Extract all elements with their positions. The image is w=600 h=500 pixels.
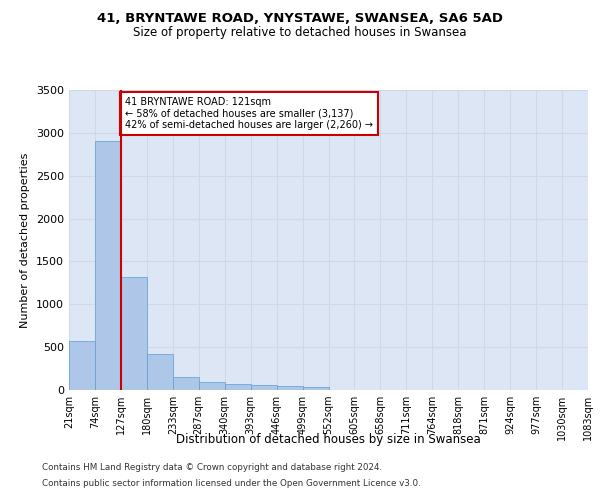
Bar xyxy=(95,140,121,390)
Bar xyxy=(69,341,95,390)
Text: Contains public sector information licensed under the Open Government Licence v3: Contains public sector information licen… xyxy=(42,478,421,488)
Text: Contains HM Land Registry data © Crown copyright and database right 2024.: Contains HM Land Registry data © Crown c… xyxy=(42,464,382,472)
Text: Size of property relative to detached houses in Swansea: Size of property relative to detached ho… xyxy=(133,26,467,39)
Text: 41 BRYNTAWE ROAD: 121sqm
← 58% of detached houses are smaller (3,137)
42% of sem: 41 BRYNTAWE ROAD: 121sqm ← 58% of detach… xyxy=(125,97,373,130)
Bar xyxy=(147,354,173,390)
Bar xyxy=(173,376,199,390)
Bar xyxy=(225,384,251,390)
Bar xyxy=(251,386,277,390)
Bar xyxy=(302,386,329,390)
Text: 41, BRYNTAWE ROAD, YNYSTAWE, SWANSEA, SA6 5AD: 41, BRYNTAWE ROAD, YNYSTAWE, SWANSEA, SA… xyxy=(97,12,503,26)
Bar xyxy=(199,382,224,390)
Bar xyxy=(121,277,147,390)
Bar xyxy=(277,386,302,390)
Text: Distribution of detached houses by size in Swansea: Distribution of detached houses by size … xyxy=(176,432,481,446)
Y-axis label: Number of detached properties: Number of detached properties xyxy=(20,152,31,328)
